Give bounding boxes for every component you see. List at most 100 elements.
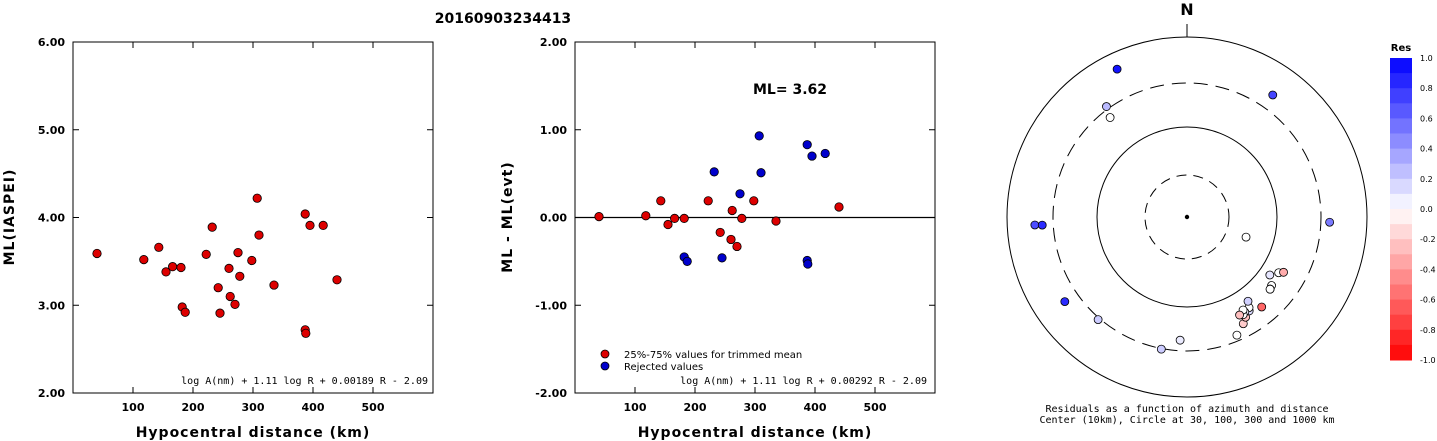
middle-x-tick-label: 300 <box>744 401 767 414</box>
colorbar-cell <box>1390 103 1412 119</box>
left-x-tick-label: 200 <box>182 401 205 414</box>
colorbar-tick-label: 1.0 <box>1420 54 1433 63</box>
middle-point-series1 <box>709 167 719 177</box>
middle-point-series1 <box>717 253 727 263</box>
colorbar-cell <box>1390 73 1412 89</box>
colorbar-tick-label: 0.6 <box>1420 114 1433 123</box>
middle-point-series0 <box>726 234 736 245</box>
colorbar-cell <box>1390 239 1412 255</box>
station-point <box>1060 297 1070 307</box>
middle-point-series1 <box>682 256 692 266</box>
legend-trimmed-label: 25%-75% values for trimmed mean <box>624 350 802 361</box>
left-point-series0 <box>233 248 243 258</box>
legend-rejected-marker <box>600 361 610 371</box>
colorbar-tick-label: 0.0 <box>1420 205 1433 214</box>
ml-vs-distance-panel: 100 200 300 400 500 2.00 3.00 4.00 5.00 6.00 Hypo… <box>2 36 434 441</box>
colorbar-cells <box>1390 58 1412 361</box>
middle-point-series1 <box>735 189 745 199</box>
station-point <box>1105 113 1115 122</box>
middle-y-axis-label: ML - ML(evt) <box>500 161 516 272</box>
azimuth-residual-panel: N Residuals as a function of azimuth and… <box>1006 0 1368 426</box>
middle-x-tick-label: 500 <box>864 401 887 414</box>
middle-point-series0 <box>749 196 759 206</box>
station-point <box>1279 267 1288 277</box>
colorbar-cell <box>1390 269 1412 285</box>
left-point-series0 <box>92 248 102 259</box>
middle-point-series0 <box>656 196 666 206</box>
ring-100km <box>1096 126 1278 308</box>
azimuth-station-points <box>1030 64 1335 354</box>
left-data-points <box>92 193 342 338</box>
middle-point-series1 <box>820 148 830 159</box>
middle-y-tick-label: -1.00 <box>535 299 567 312</box>
left-point-series0 <box>254 230 264 240</box>
middle-y-tick-label: 0.00 <box>540 212 567 225</box>
colorbar-cell <box>1390 58 1412 74</box>
middle-point-series0 <box>834 202 844 212</box>
ring-300km <box>1052 82 1322 352</box>
middle-formula: log A(nm) + 1.11 log R + 0.00292 R - 2.0… <box>680 376 927 387</box>
middle-point-series0 <box>703 196 713 206</box>
left-point-series0 <box>247 255 257 266</box>
left-point-series0 <box>224 263 234 273</box>
colorbar-tick-label: -0.4 <box>1420 265 1436 274</box>
colorbar-cell <box>1390 163 1412 180</box>
left-point-series0 <box>225 291 235 302</box>
station-point <box>1093 315 1103 325</box>
colorbar-cell <box>1390 178 1412 195</box>
colorbar-cell <box>1390 329 1412 346</box>
left-axis-ticks: 100 200 300 400 500 2.00 3.00 4.00 5.00 6.00 <box>38 36 433 414</box>
colorbar-cell <box>1390 209 1412 225</box>
legend-trimmed-marker <box>600 349 610 359</box>
figure-title: 20160903234413 <box>435 11 571 27</box>
middle-x-axis-label: Hypocentral distance (km) <box>638 425 873 441</box>
colorbar-cell <box>1390 193 1412 210</box>
left-point-series0 <box>154 242 164 252</box>
middle-point-series1 <box>754 131 764 141</box>
station-point <box>1265 270 1275 280</box>
left-point-series0 <box>235 271 245 281</box>
left-point-series0 <box>332 275 342 285</box>
middle-point-series1 <box>803 259 813 269</box>
station-point <box>1030 220 1040 230</box>
colorbar-cell <box>1390 88 1412 104</box>
middle-y-tick-label: 1.00 <box>540 124 567 137</box>
left-point-series0 <box>269 280 279 290</box>
north-label: N <box>1180 0 1193 19</box>
colorbar-tick-label: -0.6 <box>1420 296 1436 305</box>
left-point-series0 <box>252 193 262 203</box>
left-point-series0 <box>305 220 315 230</box>
middle-point-series0 <box>679 213 689 223</box>
left-point-series0 <box>176 262 186 273</box>
station-point <box>1268 90 1278 100</box>
colorbar-cell <box>1390 118 1412 134</box>
colorbar-cell <box>1390 133 1412 150</box>
left-point-series0 <box>230 299 240 309</box>
colorbar-tick-label: 0.2 <box>1420 175 1433 184</box>
middle-y-tick-label: -2.00 <box>535 387 567 400</box>
ml-value-label: ML= 3.62 <box>753 82 827 98</box>
left-x-tick-label: 400 <box>302 401 325 414</box>
middle-point-series1 <box>807 151 817 161</box>
left-x-tick-label: 500 <box>362 401 385 414</box>
colorbar-cell <box>1390 224 1412 240</box>
left-y-axis-label: ML(IASPEI) <box>2 169 18 266</box>
station-point <box>1175 335 1185 345</box>
colorbar-tick-labels: 1.0 0.8 0.6 0.4 0.2 0.0 -0.2 -0.4 -0.6 -0.8 -1.0 <box>1420 54 1436 365</box>
station-point <box>1112 64 1122 74</box>
middle-point-series1 <box>756 168 766 178</box>
left-plot-frame <box>72 41 434 394</box>
middle-point-series0 <box>715 227 725 238</box>
middle-x-tick-label: 400 <box>804 401 827 414</box>
station-point <box>1265 284 1275 294</box>
middle-x-tick-label: 100 <box>624 401 647 414</box>
left-y-tick-label: 6.00 <box>38 36 65 49</box>
legend-rejected-label: Rejected values <box>624 362 703 373</box>
station-point <box>1257 302 1267 312</box>
left-point-series0 <box>201 249 211 259</box>
station-point <box>1037 220 1047 230</box>
ring-30km <box>1144 174 1230 260</box>
colorbar-tick-label: 0.4 <box>1420 145 1433 154</box>
azimuth-caption-line2: Center (10km), Circle at 30, 100, 300 an… <box>1039 415 1334 426</box>
